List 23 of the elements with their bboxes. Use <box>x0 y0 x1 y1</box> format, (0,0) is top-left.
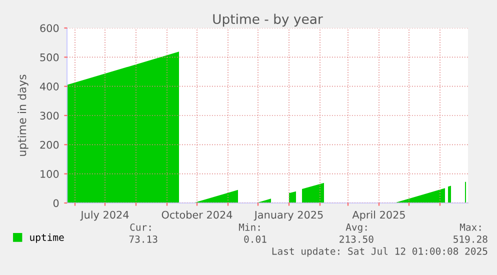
y-tick-label: 600 <box>40 24 59 32</box>
text: Min: <box>238 223 260 231</box>
chart-title: Uptime - by year <box>213 14 323 27</box>
y-tick-label: 100 <box>40 170 59 178</box>
x-tick-label: January 2025 <box>254 210 323 221</box>
text: Max: <box>460 224 481 231</box>
y-axis-title: uptime in days <box>18 74 28 156</box>
x-tick-label: July 2024 <box>80 210 129 221</box>
text: 213.50 <box>340 235 374 243</box>
y-tick-label: 400 <box>40 82 59 90</box>
x-tick-label: April 2025 <box>352 210 405 221</box>
text: Last update: Sat Jul 12 01:00:08 2025 <box>272 247 488 257</box>
text: 519.28 <box>454 235 488 243</box>
text: Cur: <box>130 223 151 231</box>
text: Avg: <box>346 224 367 233</box>
text: 73.13 <box>129 235 158 243</box>
y-tick-label: 500 <box>40 53 59 62</box>
y-tick-label: 300 <box>40 112 59 120</box>
x-tick-label: October 2024 <box>162 210 232 219</box>
y-tick-label: 0 <box>53 199 59 208</box>
legend-label: uptime <box>30 233 64 243</box>
text: 0.01 <box>244 235 266 243</box>
y-tick-label: 200 <box>40 140 59 149</box>
